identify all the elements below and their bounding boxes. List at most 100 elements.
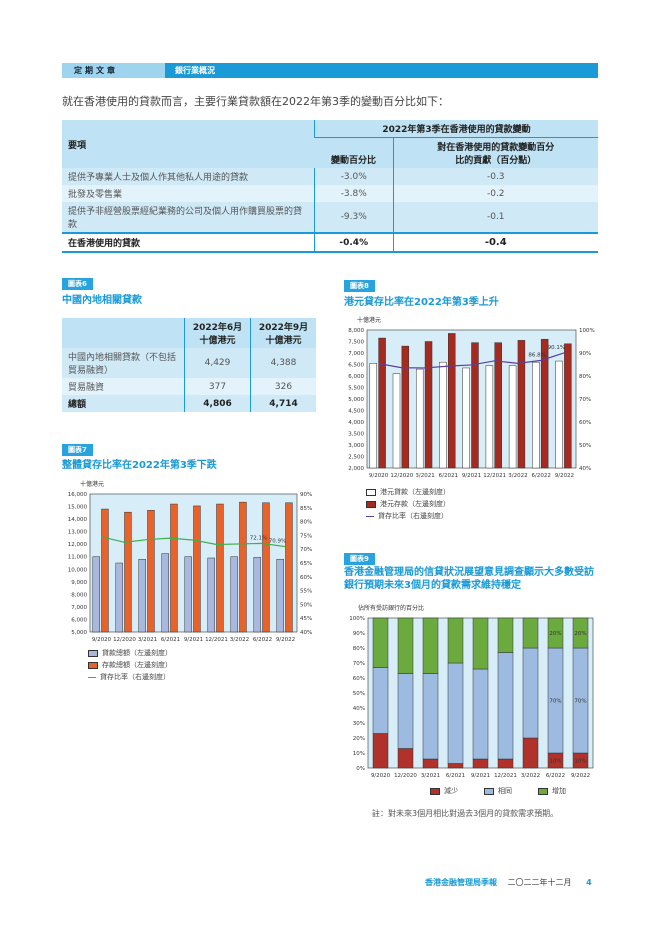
y-tick-label: 0% <box>356 766 365 772</box>
bar-loans <box>462 367 470 469</box>
bar-deposits <box>285 502 293 633</box>
bar-deposits <box>147 510 155 633</box>
row-pct: -9.3% <box>314 202 393 233</box>
y-tick-label: 6,000 <box>348 374 364 380</box>
bar-increase <box>372 617 389 668</box>
legend-item: 貸存比率（右邊刻度） <box>88 671 172 683</box>
table-row: 提供予非經營股票經紀業務的公司及個人用作購買股票的貸款 -9.3% -0.1 <box>62 202 598 233</box>
section-header: 定期文章 銀行業概況 <box>62 63 598 78</box>
legend-item: 增加 <box>538 785 566 797</box>
data-label: 70% <box>549 699 561 705</box>
y-axis-label: 佔所有受訪銀行的百分比 <box>358 604 424 612</box>
bar-decrease <box>522 737 539 769</box>
y2-tick-label: 60% <box>300 575 312 581</box>
col-pct: 變動百分比 <box>330 156 376 166</box>
section-title: 銀行業概況 <box>165 63 598 78</box>
legend-item: 貸存比率（右邊刻度） <box>366 510 450 522</box>
x-tick-label: 12/2020 <box>394 773 417 779</box>
bar-loans <box>230 556 238 633</box>
bar-loans <box>138 558 146 633</box>
bar-deposits <box>216 503 224 633</box>
bar-deposits <box>471 342 479 469</box>
y-tick-label: 4,500 <box>348 409 364 415</box>
bar-increase <box>472 617 489 670</box>
bar-loans <box>555 360 563 469</box>
y2-tick-label: 60% <box>579 420 591 426</box>
col-contrib: 對在香港使用的貸款變動百分比的貢獻（百分點） <box>392 137 598 168</box>
y2-tick-label: 100% <box>579 328 595 334</box>
legend-item: 港元貸款（左邊刻度） <box>366 486 450 498</box>
bar-decrease <box>372 733 389 769</box>
data-label: 90.1% <box>548 345 565 351</box>
x-tick-label: 3/2021 <box>138 637 157 643</box>
x-tick-label: 9/2021 <box>462 473 481 479</box>
bar-deposits <box>262 502 270 633</box>
y2-tick-label: 90% <box>300 492 312 498</box>
y-tick-label: 10,000 <box>68 567 88 573</box>
bar-increase <box>572 617 589 649</box>
bar-same <box>372 667 389 734</box>
chart6-tag: 圖表6 <box>62 278 93 290</box>
row-item: 提供予專業人士及個人作其他私人用途的貸款 <box>68 173 249 183</box>
chart7-tag: 圖表7 <box>62 444 93 456</box>
legend-item: 存款總額（左邊刻度） <box>88 659 172 671</box>
x-tick-label: 3/2022 <box>508 473 527 479</box>
bar-decrease <box>422 758 439 769</box>
legend-item: 貸款總額（左邊刻度） <box>88 647 172 659</box>
x-tick-label: 9/2021 <box>471 773 490 779</box>
row-contrib: -0.2 <box>392 185 598 202</box>
row-item: 提供予非經營股票經紀業務的公司及個人用作購買股票的貸款 <box>68 207 303 230</box>
bar-loans <box>207 557 215 633</box>
x-tick-label: 6/2021 <box>439 473 458 479</box>
y2-tick-label: 45% <box>300 616 312 622</box>
chart7-legend: 貸款總額（左邊刻度） 存款總額（左邊刻度） 貸存比率（右邊刻度） <box>88 647 172 683</box>
bar-same <box>397 673 414 749</box>
data-label: 86.8% <box>528 352 545 358</box>
y-tick-label: 8,000 <box>71 592 87 598</box>
y-tick-label: 60% <box>353 676 365 682</box>
y-tick-label: 2,500 <box>348 455 364 461</box>
bar-increase <box>547 617 564 649</box>
bar-deposits <box>193 505 201 633</box>
total-v1: 4,806 <box>184 395 251 412</box>
bar-loans <box>161 553 169 633</box>
y-axis-label: 十億港元 <box>357 316 381 324</box>
y-tick-label: 80% <box>353 646 365 652</box>
chart8-title: 港元貸存比率在2022年第3季上升 <box>344 297 499 308</box>
x-tick-label: 3/2022 <box>230 637 249 643</box>
bar-loans <box>485 365 494 469</box>
section-label: 定期文章 <box>62 63 165 78</box>
table-row: 中國內地相關貸款（不包括貿易融資） 4,429 4,388 <box>62 348 316 378</box>
x-tick-label: 9/2020 <box>371 773 391 779</box>
x-tick-label: 12/2021 <box>205 637 228 643</box>
x-tick-label: 12/2020 <box>390 473 413 479</box>
row-label: 中國內地相關貸款（不包括貿易融資） <box>68 353 177 376</box>
total-v2: 4,714 <box>250 395 316 412</box>
total-item: 在香港使用的貸款 <box>68 239 141 249</box>
x-tick-label: 6/2022 <box>531 473 550 479</box>
y-tick-label: 90% <box>353 631 365 637</box>
y-tick-label: 12,000 <box>68 542 88 548</box>
y-tick-label: 2,000 <box>348 466 364 472</box>
bar-loans <box>184 556 192 633</box>
data-label: 10% <box>549 759 561 765</box>
y-tick-label: 5,000 <box>348 397 364 403</box>
y-tick-label: 100% <box>349 616 365 622</box>
row-pct: -3.8% <box>314 185 393 202</box>
bar-increase <box>522 617 539 649</box>
row-contrib: -0.3 <box>392 168 598 185</box>
y2-tick-label: 85% <box>300 506 312 512</box>
bar-loans <box>115 562 123 633</box>
y-tick-label: 6,500 <box>348 363 364 369</box>
chart8-tag: 圖表8 <box>344 280 375 292</box>
col-sep: 2022年9月 十億港元 <box>250 318 316 348</box>
row-label: 貿易融資 <box>68 383 105 393</box>
bar-loans <box>369 363 378 469</box>
y2-tick-label: 90% <box>579 351 591 357</box>
row-v1: 377 <box>184 378 251 395</box>
legend-item: 減少 <box>430 785 458 797</box>
y-tick-label: 14,000 <box>68 517 88 523</box>
bar-increase <box>447 617 464 664</box>
total-pct: -0.4% <box>314 233 393 252</box>
y-tick-label: 10% <box>353 751 365 757</box>
